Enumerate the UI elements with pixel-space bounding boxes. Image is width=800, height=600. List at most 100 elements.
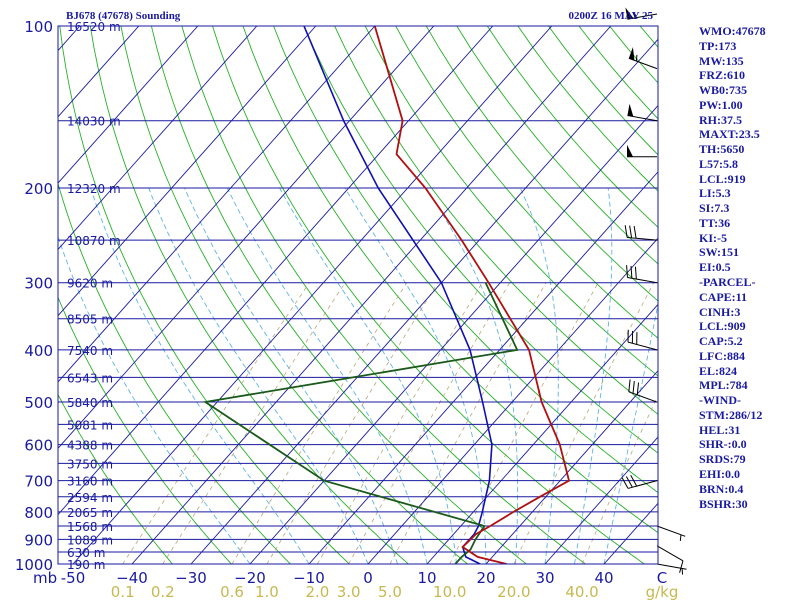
stat-item: LCL:919 — [699, 171, 746, 186]
stat-item: FRZ:610 — [699, 68, 745, 83]
isotherm — [72, 26, 553, 564]
temperature-tick-label: −30 — [175, 569, 207, 587]
mixing-ratio-tick-label: 3.0 — [337, 583, 361, 600]
temperature-tick-label: 30 — [535, 569, 554, 587]
barb-shaft — [627, 480, 658, 489]
isotherm — [131, 26, 612, 564]
mixing-ratio-tick-label: 20.0 — [497, 583, 530, 600]
mixing-ratio-tick-label: 1.0 — [255, 583, 279, 600]
isotherm — [58, 26, 140, 118]
stat-item: CINH:3 — [699, 304, 741, 319]
stat-item: TT:36 — [699, 215, 731, 230]
stat-item: WMO:47678 — [699, 24, 766, 38]
height-label: 190 m — [67, 558, 105, 572]
wind-barb — [627, 329, 658, 351]
stat-item: SW:151 — [699, 245, 740, 260]
pressure-tick-label: 100 — [24, 18, 53, 36]
barb-half — [635, 54, 638, 62]
height-label: 1568 m — [67, 520, 113, 534]
height-label: 630 m — [67, 546, 105, 560]
stat-item: MAXT:23.5 — [699, 127, 760, 142]
stat-item: SHR-:0.0 — [699, 437, 747, 452]
barb-pennant — [628, 47, 635, 61]
pressure-tick-label: 400 — [24, 342, 53, 360]
barb-full — [628, 379, 631, 392]
moist-adiabat — [425, 187, 519, 564]
temperature-tick-label: 40 — [594, 569, 613, 587]
plot-frame — [57, 25, 659, 565]
barb-shaft — [627, 276, 658, 284]
stat-item: MW:135 — [699, 53, 744, 68]
wind-barb — [627, 103, 658, 122]
barb-full — [630, 475, 638, 487]
temperature-line — [373, 26, 571, 564]
isotherm — [58, 26, 199, 184]
temperature-tick-label: 10 — [417, 569, 436, 587]
mixing-ratio-tick-label: 2.0 — [305, 583, 329, 600]
stat-item: PW:1.00 — [699, 97, 743, 112]
isotherm — [58, 26, 317, 317]
barb-full — [679, 560, 684, 573]
stat-item: EL:824 — [699, 363, 738, 378]
stat-item: STM:286/12 — [699, 407, 763, 422]
height-label: 5081 m — [67, 418, 113, 432]
mixing-ratio-tick-label: 10.0 — [433, 583, 466, 600]
temperature-tick-label: 20 — [476, 569, 495, 587]
pressure-tick-label: 1000 — [15, 556, 53, 574]
wind-barb — [656, 563, 687, 575]
dewpoint-line — [202, 282, 519, 564]
wind-barb — [626, 265, 658, 284]
barb-full — [629, 225, 633, 238]
barb-full — [636, 382, 640, 395]
stat-item: CAP:5.2 — [699, 334, 743, 349]
height-label: 7540 m — [67, 344, 113, 358]
stat-item: BRN:0.4 — [699, 481, 744, 496]
barb-pennant — [627, 103, 634, 117]
height-label: 4388 m — [67, 439, 113, 453]
height-label: 2594 m — [67, 491, 113, 505]
temperature-tick-label: −10 — [293, 569, 325, 587]
mixing-ratio-tick-label: 0.6 — [220, 583, 244, 600]
chart-datetime: 0200Z 16 MAY 25 — [569, 10, 654, 22]
barb-shaft — [627, 341, 658, 351]
height-label: 10870 m — [67, 234, 121, 248]
stat-item: MPL:784 — [699, 378, 748, 393]
wind-barb — [624, 225, 658, 241]
stat-item: L57:5.8 — [699, 156, 738, 171]
height-label: 8505 m — [67, 313, 113, 327]
barb-shaft — [656, 525, 686, 537]
stat-item: LI:5.3 — [699, 186, 731, 201]
pressure-tick-label: 700 — [24, 473, 53, 491]
wind-barb — [625, 7, 658, 20]
isotherm — [544, 436, 658, 564]
height-label: 6543 m — [67, 371, 113, 385]
isotherm — [308, 171, 658, 564]
barb-full — [632, 380, 635, 394]
mixing-ratio-tick-label: 0.1 — [111, 583, 135, 600]
isotherm — [58, 26, 258, 251]
temperature-tick-label: −40 — [116, 569, 148, 587]
pressure-unit-label: mb — [33, 569, 57, 587]
mixing-ratio-tick-label: 0.2 — [151, 583, 175, 600]
pressure-tick-label: 200 — [24, 180, 53, 198]
pressure-tick-label: 600 — [24, 437, 53, 455]
barb-shaft — [627, 115, 658, 122]
barb-pennant — [625, 7, 634, 20]
barb-full — [626, 265, 628, 278]
wind-barb — [656, 525, 686, 541]
mixing-ratio-line — [317, 282, 483, 564]
moist-adiabat — [226, 187, 428, 564]
height-label: 5840 m — [67, 396, 113, 410]
pressure-tick-label: 800 — [24, 504, 53, 522]
stat-item: LFC:884 — [699, 348, 745, 363]
mixing-ratio-tick-label: 5.0 — [378, 583, 402, 600]
stat-item: TP:173 — [699, 38, 737, 53]
isotherm — [249, 104, 658, 564]
barb-shaft — [628, 391, 658, 403]
height-label: 2065 m — [67, 506, 113, 520]
isotherm — [58, 26, 376, 383]
barb-full — [633, 225, 637, 239]
isotherm — [367, 237, 658, 564]
